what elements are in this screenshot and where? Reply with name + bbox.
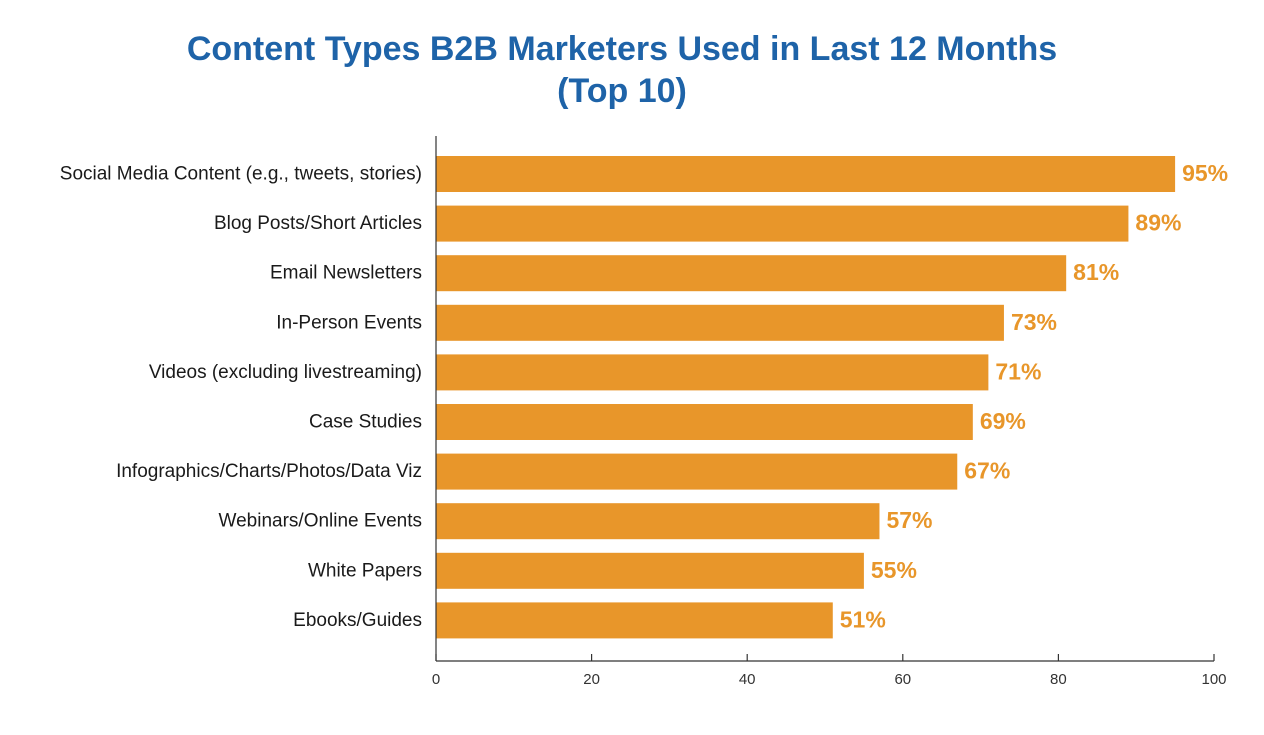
value-label: 73% — [1011, 309, 1057, 335]
value-label: 67% — [964, 458, 1010, 484]
chart-title: Content Types B2B Marketers Used in Last… — [0, 28, 1244, 112]
category-label: Case Studies — [309, 412, 422, 433]
x-tick-label: 100 — [1201, 671, 1226, 688]
bar — [436, 602, 833, 639]
category-label: Email Newsletters — [270, 263, 422, 284]
category-label: Blog Posts/Short Articles — [214, 213, 422, 234]
x-tick-label: 20 — [583, 671, 600, 688]
axis-layer: 0 20 40 60 80 100 — [432, 136, 1227, 688]
x-tick-label: 80 — [1050, 671, 1067, 688]
x-tick-label: 0 — [432, 671, 440, 688]
category-label: In-Person Events — [276, 312, 422, 333]
value-label: 89% — [1135, 210, 1181, 236]
value-label: 71% — [995, 358, 1041, 384]
value-label: 51% — [840, 606, 886, 632]
value-label: 69% — [980, 408, 1026, 434]
bar — [436, 205, 1129, 242]
chart-title-line-1: Content Types B2B Marketers Used in Last… — [186, 30, 1058, 68]
x-tick-label: 60 — [894, 671, 911, 688]
bar — [436, 255, 1067, 292]
x-tick-label: 40 — [739, 671, 756, 688]
category-label: Webinars/Online Events — [219, 511, 422, 532]
category-label: Social Media Content (e.g., tweets, stor… — [60, 164, 422, 185]
bar — [436, 156, 1176, 192]
value-label: 81% — [1073, 259, 1119, 285]
value-label: 95% — [1182, 160, 1228, 186]
bar — [436, 354, 989, 391]
bars-layer: Social Media Content (e.g., tweets, stor… — [60, 156, 1228, 639]
category-label: Infographics/Charts/Photos/Data Viz — [116, 461, 422, 482]
category-label: Videos (excluding livestreaming) — [149, 362, 422, 383]
bar — [436, 453, 958, 490]
category-label: White Papers — [308, 560, 422, 581]
bar — [436, 552, 864, 589]
category-label: Ebooks/Guides — [293, 610, 422, 631]
chart-title-line-2: (Top 10) — [557, 72, 687, 110]
bar — [436, 503, 880, 540]
bar — [436, 404, 973, 440]
value-label: 57% — [886, 507, 932, 533]
value-label: 55% — [871, 557, 917, 583]
bar — [436, 304, 1004, 341]
